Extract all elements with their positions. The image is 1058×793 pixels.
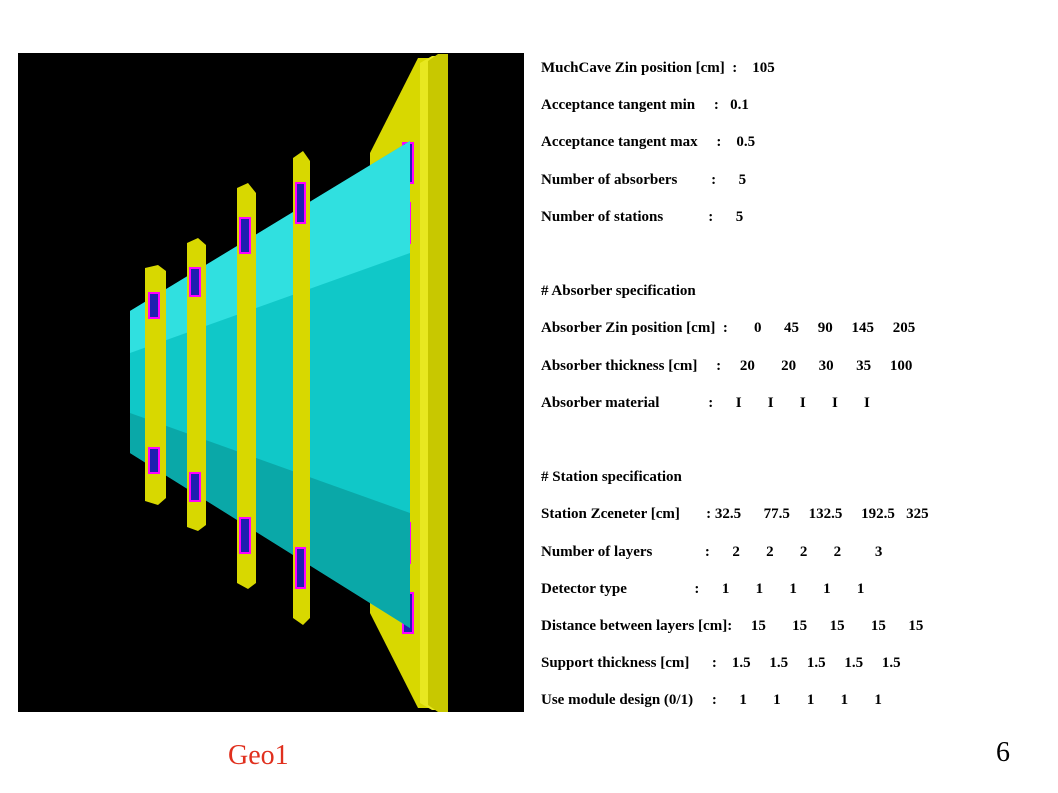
- geometry-render: [18, 53, 524, 712]
- parameter-line: Absorber thickness [cm] : 20 20 30 35 10…: [541, 357, 913, 374]
- parameter-line: Acceptance tangent min : 0.1: [541, 97, 749, 114]
- parameter-line: Absorber material : I I I I I: [541, 394, 870, 411]
- parameter-line: Number of layers : 2 2 2 2 3: [541, 543, 883, 560]
- parameter-line: Absorber Zin position [cm] : 0 45 90 145…: [541, 320, 916, 337]
- page-number: 6: [996, 737, 1010, 768]
- parameter-line: Number of absorbers : 5: [541, 171, 747, 188]
- section-heading: # Station specification: [541, 469, 682, 486]
- parameter-line: MuchCave Zin position [cm] : 105: [541, 60, 775, 76]
- parameter-line: Use module design (0/1) : 1 1 1 1 1: [541, 692, 882, 709]
- section-heading: # Absorber specification: [541, 283, 696, 300]
- parameter-line: Detector type : 1 1 1 1 1: [541, 580, 865, 597]
- parameter-line: Acceptance tangent max : 0.5: [541, 134, 756, 151]
- caption: Geo1: [228, 740, 289, 771]
- parameter-line: Support thickness [cm] : 1.5 1.5 1.5 1.5…: [541, 655, 901, 672]
- parameter-line: Distance between layers [cm]: 15 15 15 1…: [541, 618, 924, 634]
- parameter-line: Number of stations : 5: [541, 208, 744, 225]
- parameter-line: Station Zceneter [cm] : 32.5 77.5 132.5 …: [541, 506, 929, 523]
